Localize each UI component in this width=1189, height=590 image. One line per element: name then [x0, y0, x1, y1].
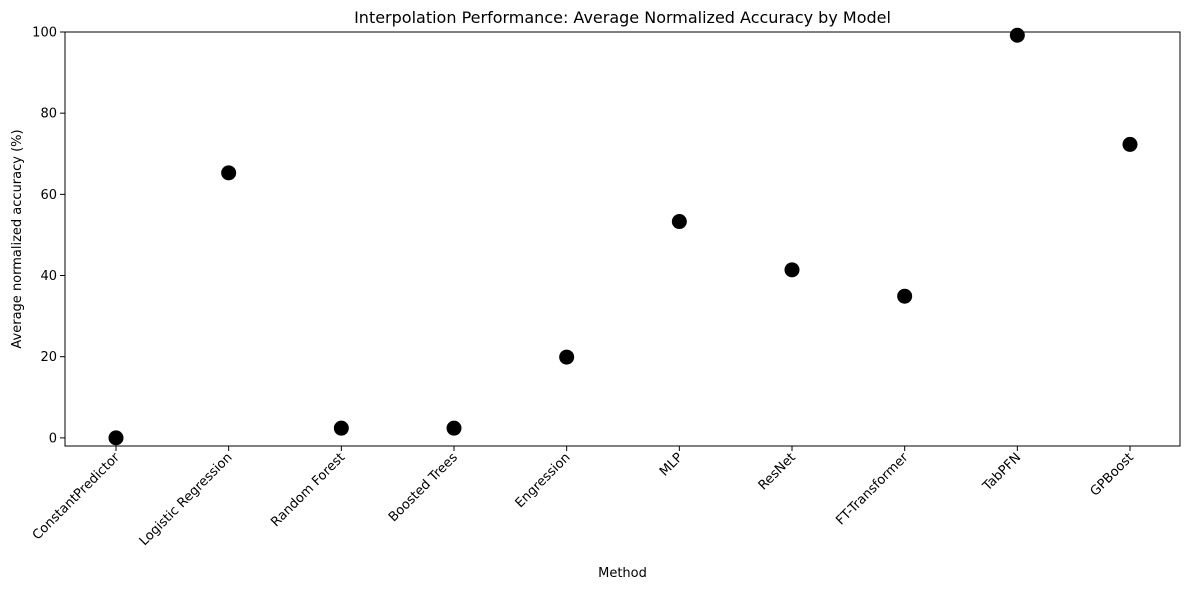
x-tick-label: Logistic Regression — [137, 450, 236, 549]
x-tick-label: FT-Transformer — [833, 450, 912, 529]
data-point — [897, 288, 913, 304]
x-tick-label: Engression — [513, 450, 574, 511]
x-tick-label: TabPFN — [980, 450, 1025, 495]
y-tick-label: 80 — [40, 107, 57, 122]
y-tick-label: 0 — [49, 431, 57, 446]
data-point — [446, 420, 462, 436]
x-tick-label: MLP — [657, 450, 686, 479]
data-point — [1009, 27, 1025, 43]
data-point — [333, 420, 349, 436]
x-tick-label: Boosted Trees — [386, 450, 461, 525]
x-tick-label: ResNet — [756, 450, 799, 493]
data-points — [108, 27, 1138, 446]
x-tick-label: GPBoost — [1088, 450, 1137, 499]
y-tick-label: 20 — [40, 350, 57, 365]
data-point — [559, 349, 575, 365]
y-tick-label: 40 — [40, 269, 57, 284]
y-tick-label: 100 — [32, 26, 57, 41]
data-point — [221, 165, 237, 181]
x-axis-label: Method — [598, 566, 647, 581]
data-point — [1122, 136, 1138, 152]
chart-title: Interpolation Performance: Average Norma… — [354, 8, 891, 27]
plot-area — [64, 31, 1181, 447]
x-tick-label: ConstantPredictor — [30, 450, 123, 543]
y-tick-label: 60 — [40, 188, 57, 203]
data-point — [108, 430, 124, 446]
y-axis: 0 20 40 60 80 100 — [32, 26, 65, 446]
data-point — [671, 214, 687, 230]
x-axis: ConstantPredictor Logistic Regression Rand… — [30, 446, 1137, 549]
data-point — [784, 262, 800, 278]
y-axis-label: Average normalized accuracy (%) — [10, 129, 25, 348]
x-tick-label: Random Forest — [268, 450, 348, 530]
